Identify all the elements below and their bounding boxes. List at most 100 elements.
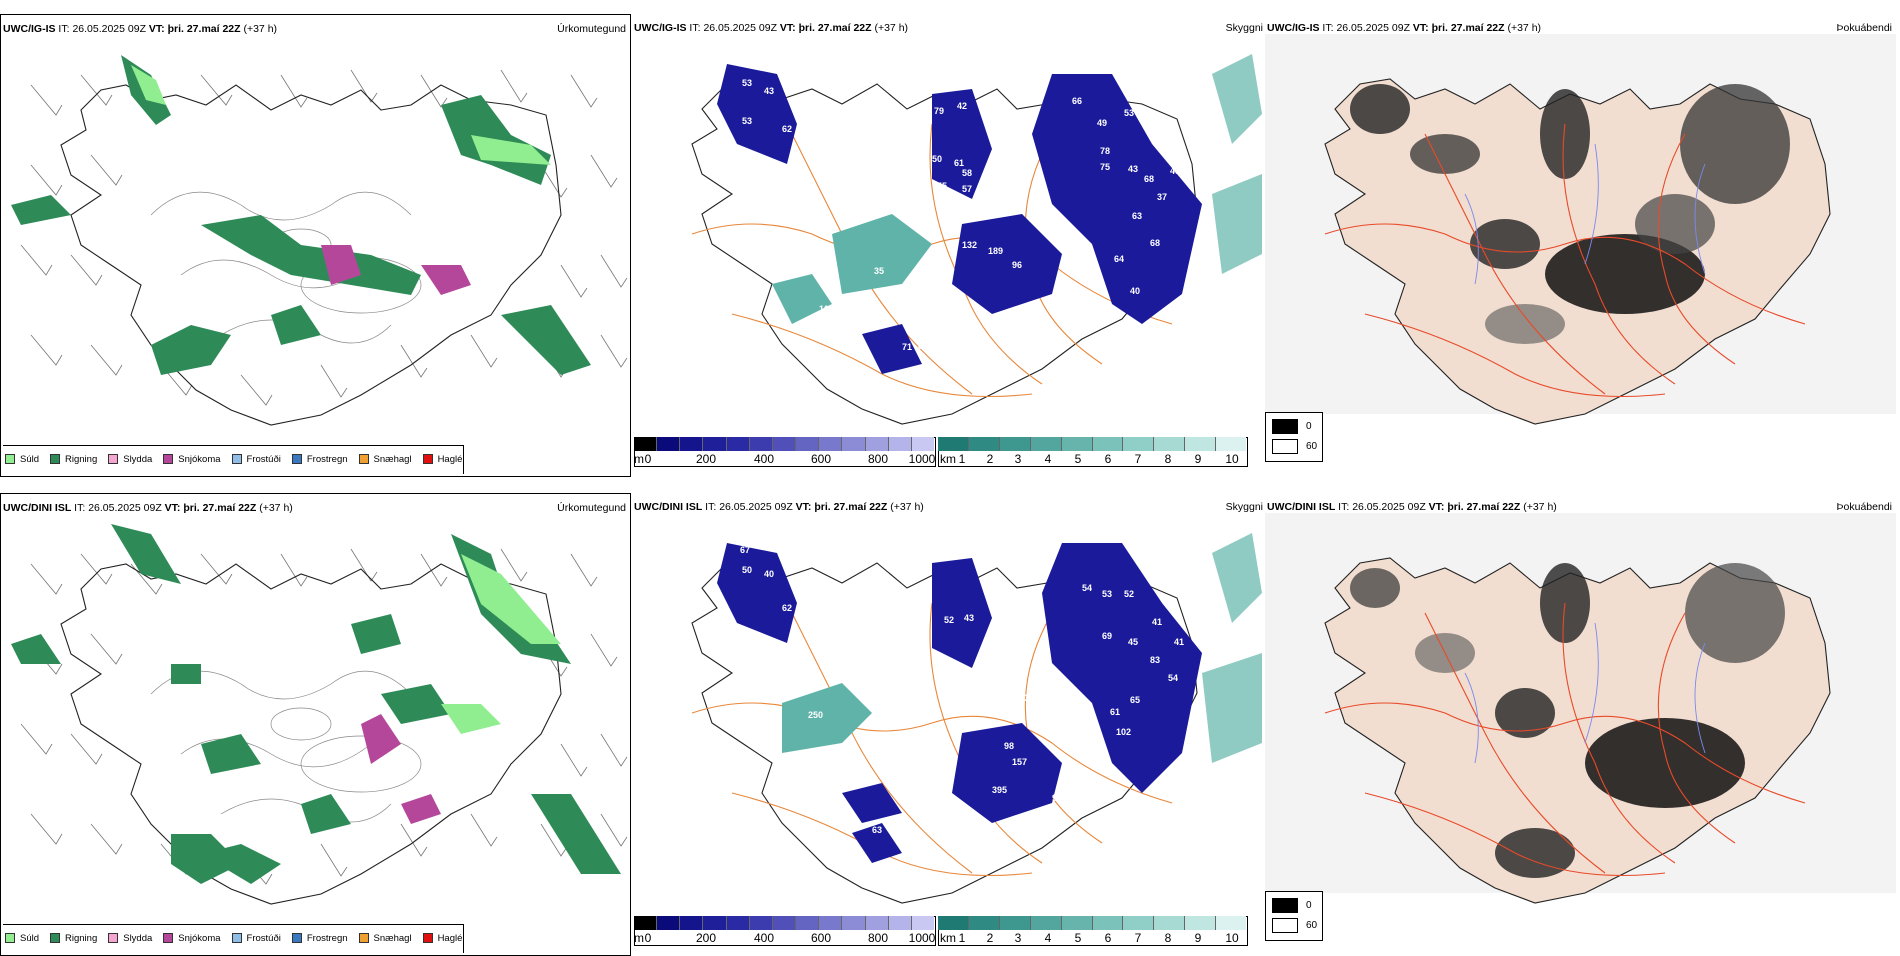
legend-swatch: [231, 454, 242, 464]
visibility-map-row2: 67 50 40 62 52 43 50 54 53 52 69 45 41 4…: [691, 533, 1262, 904]
ceiling-bin: [865, 437, 889, 451]
vis-bin: [1061, 437, 1093, 451]
cloud-value: 66: [1072, 96, 1082, 106]
ceiling-bin: [726, 916, 750, 930]
vis-bin: [1030, 916, 1062, 930]
vis-bin: [999, 437, 1031, 451]
tick-label: 0: [644, 931, 652, 945]
cloud-value: 68: [1144, 174, 1154, 184]
fog-legend-high: 0: [1272, 419, 1312, 434]
legend-swatch: [1272, 898, 1298, 913]
fog-legend: 0 60: [1265, 412, 1323, 462]
legend-item: Súld: [5, 454, 39, 465]
legend-swatch: [422, 933, 433, 943]
cloud-value: 42: [957, 101, 967, 111]
cloud-value: 64: [1114, 254, 1124, 264]
cloud-value: 50: [742, 565, 752, 575]
ceiling-bin: [772, 437, 797, 451]
cloud-value: 83: [1150, 655, 1160, 665]
tick-label: 6: [1104, 931, 1112, 945]
precip-legend: Súld Rigning Slydda Snjókoma Frostúði Fr…: [5, 929, 465, 947]
rivers: [1464, 622, 1706, 764]
precip-map-row1: [11, 55, 628, 426]
cloud-value: 61: [1110, 707, 1120, 717]
cloud-value: 43: [964, 613, 974, 623]
legend-item: Snjókoma: [163, 454, 221, 465]
ceiling-bin: [911, 916, 935, 930]
cloud-value: 65: [1130, 695, 1140, 705]
panel-header: UWC/DINI ISL IT: 26.05.2025 09Z VT: þri.…: [634, 501, 924, 513]
cloud-value: 35: [874, 266, 884, 276]
panel-header: UWC/DINI ISL IT: 26.05.2025 09Z VT: þri.…: [3, 502, 293, 514]
tick-label: 10: [1225, 452, 1239, 466]
legend-swatch: [291, 454, 302, 464]
ceiling-bin: [842, 437, 866, 451]
legend-item: Frostúði: [231, 933, 281, 944]
vis-bin: [1123, 916, 1155, 930]
vis-bin: [1216, 916, 1247, 930]
tick-label: 9: [1194, 452, 1202, 466]
fog-panel-row1: UWC/IG-IS IT: 26.05.2025 09Z VT: þri. 27…: [1265, 14, 1896, 477]
ceiling-bin: [680, 916, 704, 930]
legend-item: Frostregn: [291, 933, 348, 944]
cloud-value: 61: [954, 158, 964, 168]
cloud-value: 53: [1124, 108, 1134, 118]
iceland-outline: [60, 84, 562, 426]
wind-barbs: [20, 548, 628, 885]
fog-legend-low: 60: [1272, 439, 1317, 454]
panel-header: UWC/IG-IS IT: 26.05.2025 09Z VT: þri. 27…: [3, 23, 278, 35]
tick-label: 1: [958, 452, 966, 466]
legend-frame: [3, 445, 464, 474]
cloud-value: 82: [927, 266, 937, 276]
cloud-value: 87: [868, 749, 878, 759]
cloud-value: 62: [782, 124, 792, 134]
ceiling-bin: [726, 437, 750, 451]
tick-label: 6: [1104, 452, 1112, 466]
legend-swatch: [231, 933, 242, 943]
legend-swatch: [108, 454, 119, 464]
precip-map-row2: [11, 524, 628, 905]
cloud-value: 43: [764, 86, 774, 96]
cloud-areas: [717, 533, 1262, 863]
ceiling-bin: [911, 437, 935, 451]
tick-label: 7: [1134, 931, 1142, 945]
panel-title: Skyggni: [1225, 22, 1263, 34]
tick-label: 600: [810, 452, 832, 466]
precip-panel-row2: UWC/DINI ISL IT: 26.05.2025 09Z VT: þri.…: [0, 493, 631, 956]
precip-areas: [11, 524, 621, 884]
ceiling-bin: [749, 916, 773, 930]
tick-label: 5: [1074, 452, 1082, 466]
cloud-value: 102: [1116, 727, 1131, 737]
tick-label: 4: [1044, 931, 1052, 945]
tick-label: 400: [753, 452, 775, 466]
wind-barbs: [20, 69, 628, 406]
visibility-panel-row2: 67 50 40 62 52 43 50 54 53 52 69 45 41 4…: [632, 493, 1263, 956]
cloud-value: 104: [1060, 775, 1075, 785]
fog-shading: [1350, 84, 1790, 344]
ceiling-bin: [888, 437, 912, 451]
legend-swatch: [1272, 918, 1298, 933]
cloud-values: 67 50 40 62 52 43 50 54 53 52 69 45 41 4…: [740, 545, 1184, 873]
ceiling-bin: [703, 437, 727, 451]
cloud-value: 98: [1004, 741, 1014, 751]
legend-swatch: [1272, 439, 1298, 454]
panel-title: Úrkomutegund: [557, 23, 626, 35]
vis-bin: [999, 916, 1031, 930]
vis-bin: [938, 437, 969, 451]
cloud-value: 52: [944, 615, 954, 625]
ceiling-bin: [772, 916, 797, 930]
vis-bin: [1185, 916, 1217, 930]
legend-item: Slydda: [108, 454, 152, 465]
tick-label: 200: [695, 452, 717, 466]
tick-label: 800: [867, 931, 889, 945]
cloud-value: 58: [962, 168, 972, 178]
cloud-value: 100: [1052, 296, 1067, 306]
vis-bin: [1216, 437, 1247, 451]
precip-legend: Súld Rigning Slydda Snjókoma Frostúði Fr…: [5, 450, 465, 468]
cloud-value: 41: [1174, 637, 1184, 647]
cloud-value: 97: [894, 863, 904, 873]
legend-swatch: [108, 933, 119, 943]
legend-swatch: [5, 933, 15, 943]
tick-label: 1: [958, 931, 966, 945]
cloud-value: 126: [910, 777, 925, 787]
